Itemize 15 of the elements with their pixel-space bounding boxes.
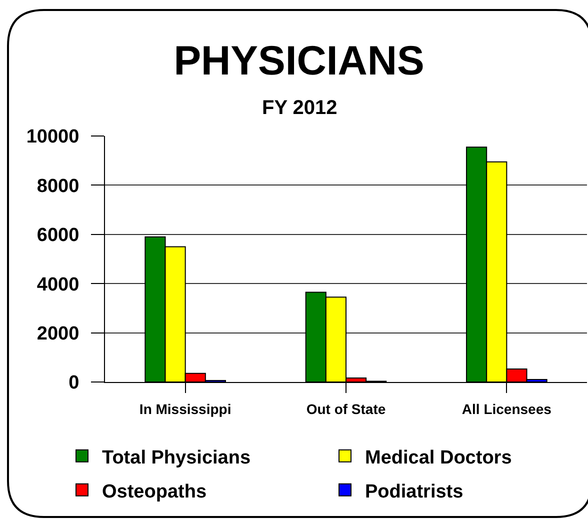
legend-label: Total Physicians bbox=[102, 447, 251, 468]
legend-label: Podiatrists bbox=[365, 481, 464, 502]
x-tick-label: All Licensees bbox=[462, 400, 552, 417]
x-tick-label: In Mississippi bbox=[139, 400, 232, 417]
y-tick-label: 8000 bbox=[36, 176, 80, 197]
y-tick-label: 10000 bbox=[26, 126, 80, 148]
legend-label: Medical Doctors bbox=[365, 447, 512, 468]
chart-title: PHYSICIANS bbox=[174, 37, 424, 84]
y-tick-label: 6000 bbox=[36, 225, 80, 246]
chart-subtitle: FY 2012 bbox=[262, 97, 338, 119]
y-tick-label: 2000 bbox=[36, 323, 80, 344]
x-tick-label: Out of State bbox=[306, 400, 386, 417]
y-tick-label: 4000 bbox=[36, 274, 80, 296]
y-tick-label: 0 bbox=[68, 372, 80, 394]
legend-label: Osteopaths bbox=[102, 481, 207, 502]
